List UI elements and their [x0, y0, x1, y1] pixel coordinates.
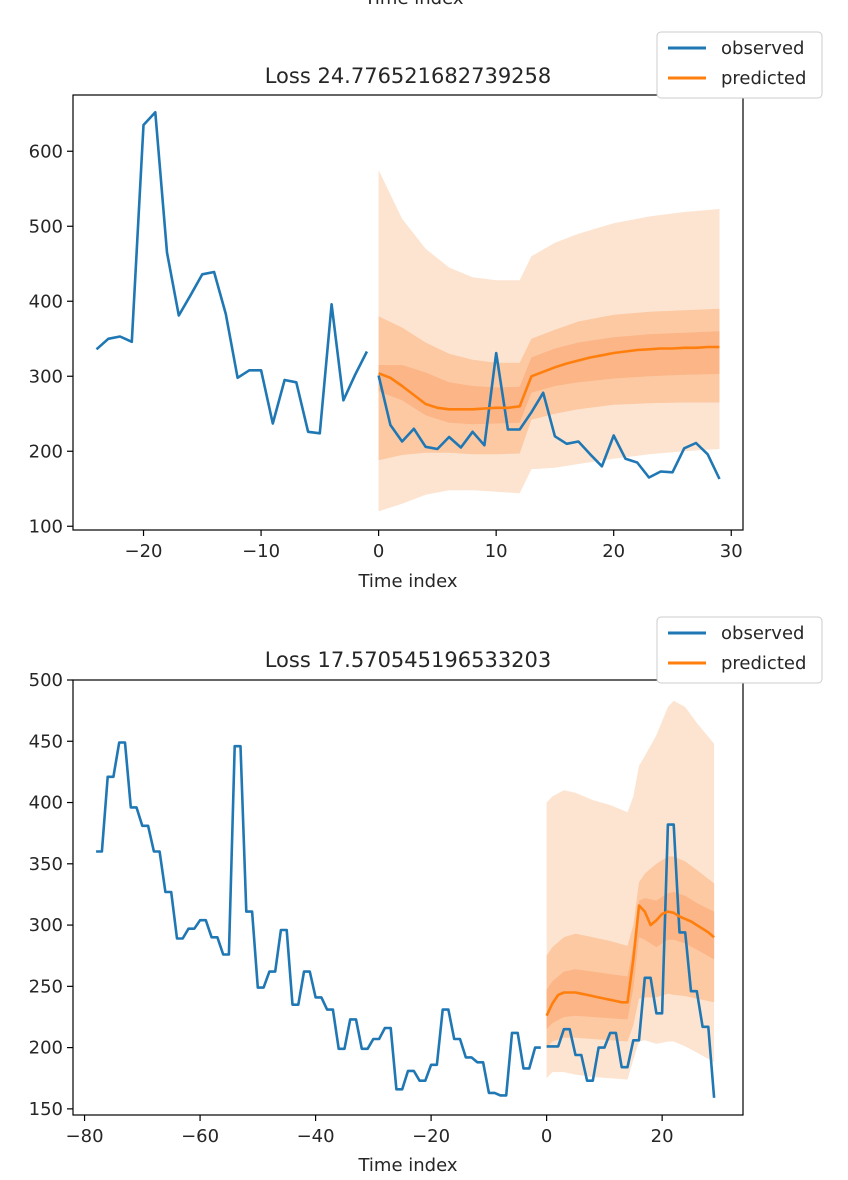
chart-2-y-tick-label: 450 [29, 731, 63, 752]
chart-2-y-tick-label: 150 [29, 1099, 63, 1120]
chart-2-x-tick-label: −20 [412, 1126, 450, 1147]
chart-1-x-tick-label: −20 [125, 541, 163, 562]
chart-1-legend-predicted-label: predicted [721, 68, 806, 89]
chart-2-y-tick-label: 300 [29, 915, 63, 936]
chart-2-series-observed-history [96, 741, 541, 1097]
chart-1-x-tick-label: 20 [602, 541, 625, 562]
chart-1-series-predicted [378, 345, 720, 411]
chart-2-x-tick-label: 0 [541, 1126, 552, 1147]
chart-2-title: Loss 17.570545196533203 [265, 648, 552, 672]
chart-2-y-tick-label: 250 [29, 976, 63, 997]
chart-1-band-inner [378, 331, 720, 425]
chart-2-x-ticks: −80 −60 −40 −20 0 20 [66, 1115, 674, 1147]
chart-1-legend: observed predicted [656, 31, 823, 99]
chart-2-lines [96, 741, 716, 1098]
chart-1-lines [95, 111, 721, 480]
chart-2-y-tick-label: 200 [29, 1038, 63, 1059]
chart-2-x-tick-label: −40 [297, 1126, 335, 1147]
chart-2-bands [546, 700, 715, 1080]
chart-1-x-tick-label: −10 [242, 541, 280, 562]
chart-1-legend-observed-label: observed [721, 38, 804, 59]
chart-1-x-ticks: −20 −10 0 10 20 30 [125, 530, 743, 562]
chart-2-y-tick-label: 500 [29, 670, 63, 691]
chart-1-xlabel: Time index [357, 571, 457, 592]
chart-2-x-tick-label: −80 [66, 1126, 104, 1147]
chart-1-y-tick-label: 100 [29, 516, 63, 537]
cut-off-xlabel: Time index [363, 0, 463, 9]
chart-2-series-predicted [545, 904, 715, 1017]
chart-1-series-observed-history [95, 111, 369, 435]
chart-1-y-tick-label: 300 [29, 366, 63, 387]
chart-2-y-tick-label: 350 [29, 854, 63, 875]
chart-1-x-tick-label: 10 [485, 541, 508, 562]
chart-2-xlabel: Time index [357, 1155, 457, 1176]
chart-1-y-tick-label: 400 [29, 291, 63, 312]
chart-2-plot-frame [72, 679, 744, 1116]
chart-1-y-tick-label: 500 [29, 216, 63, 237]
chart-1-plot-frame [72, 94, 744, 531]
chart-2: Loss 17.570545196533203 −80 −60 −40 −20 0 20 … [29, 616, 823, 1176]
chart-2-x-tick-label: −60 [181, 1126, 219, 1147]
chart-1-bands [378, 170, 720, 512]
chart-1-y-tick-label: 200 [29, 441, 63, 462]
chart-2-y-tick-label: 400 [29, 793, 63, 814]
chart-1-series-observed-future [377, 351, 721, 480]
chart-2-x-tick-label: 20 [651, 1126, 674, 1147]
chart-1-title: Loss 24.776521682739258 [265, 64, 552, 88]
chart-2-legend-observed-label: observed [721, 623, 804, 644]
chart-2-series-observed-future [546, 823, 716, 1098]
chart-1: Loss 24.776521682739258 −20 −10 0 10 20 30 10… [29, 31, 823, 592]
chart-1-x-tick-label: 0 [373, 541, 384, 562]
chart-1-x-tick-label: 30 [720, 541, 743, 562]
chart-2-legend-predicted-label: predicted [721, 653, 806, 674]
chart-2-y-ticks: 150 200 250 300 350 400 450 500 [29, 670, 73, 1120]
chart-1-y-tick-label: 600 [29, 141, 63, 162]
chart-2-legend: observed predicted [656, 616, 823, 684]
chart-1-y-ticks: 100 200 300 400 500 600 [29, 141, 73, 537]
